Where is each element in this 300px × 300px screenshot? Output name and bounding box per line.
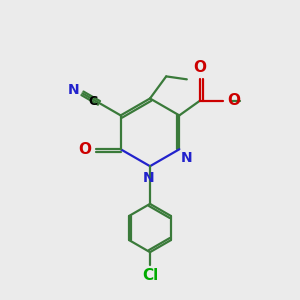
Text: O: O [194, 60, 206, 75]
Text: N: N [181, 151, 192, 165]
Text: N: N [143, 172, 154, 185]
Text: N: N [68, 83, 80, 98]
Text: Cl: Cl [142, 268, 158, 284]
Text: O: O [227, 93, 240, 108]
Text: C: C [88, 95, 98, 108]
Text: O: O [78, 142, 91, 157]
